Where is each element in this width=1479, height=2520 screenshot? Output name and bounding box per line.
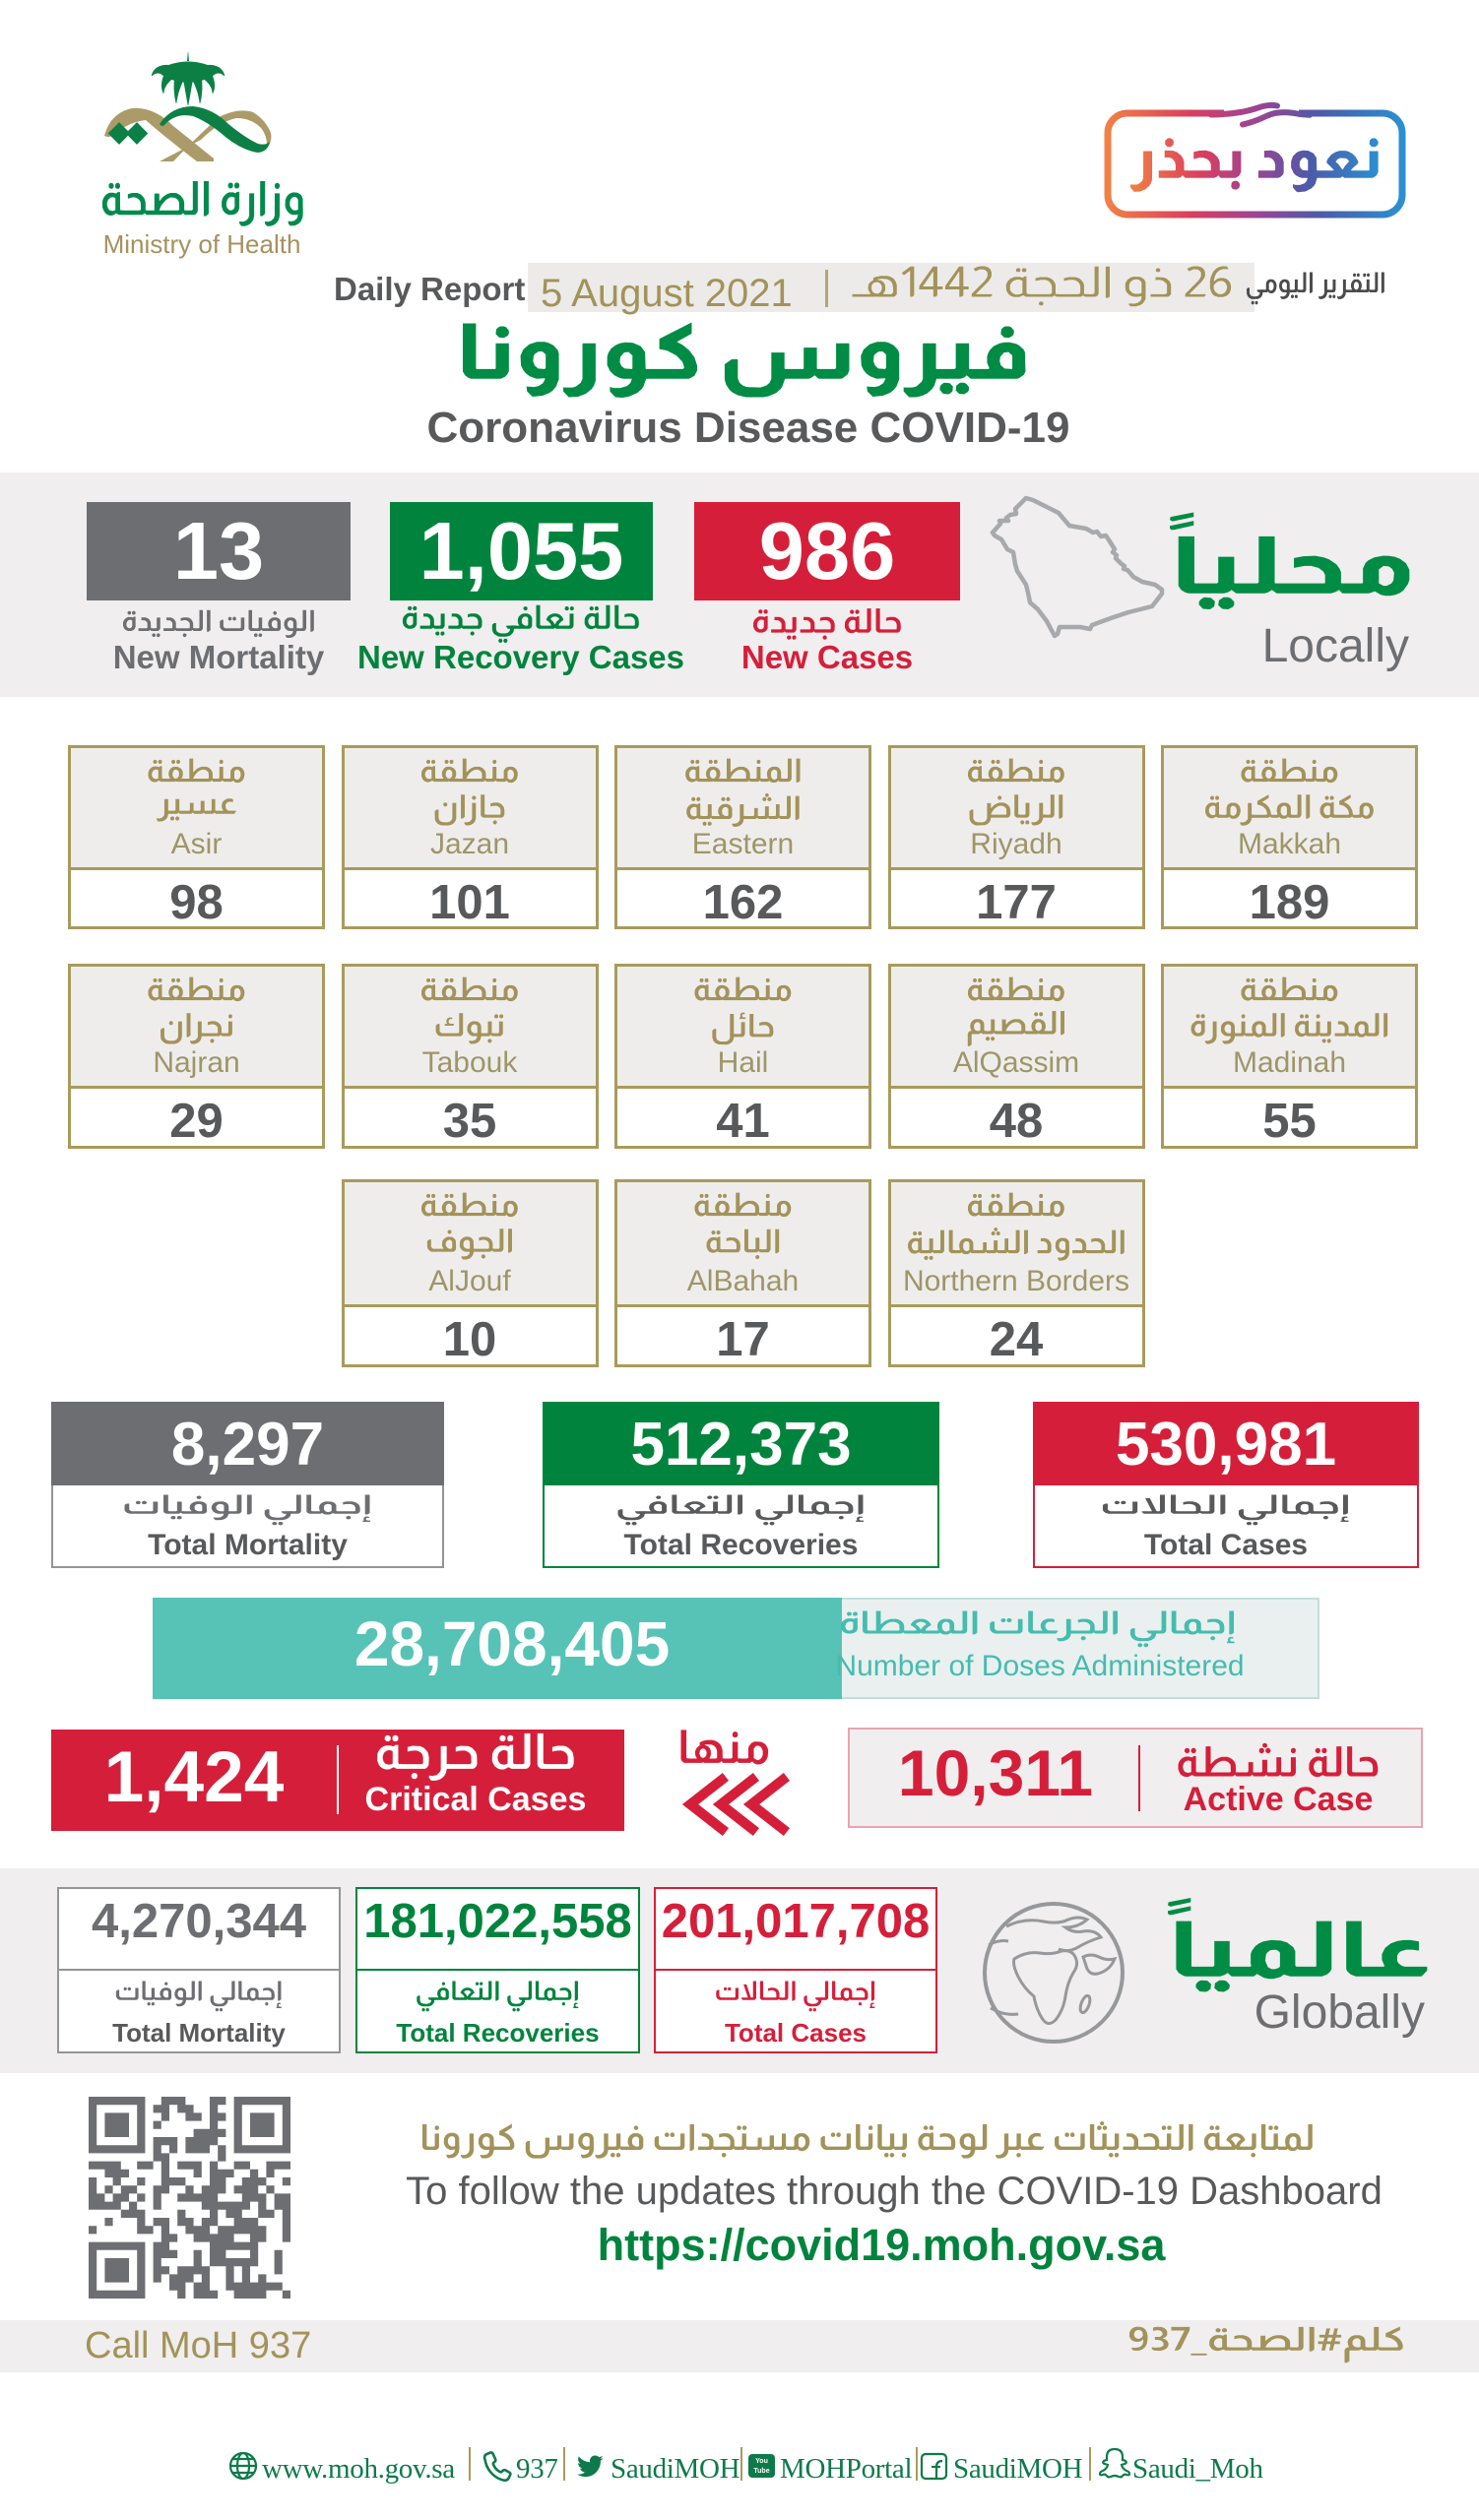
svg-text:Tube: Tube (753, 2468, 769, 2475)
svg-text:You: You (755, 2458, 768, 2465)
